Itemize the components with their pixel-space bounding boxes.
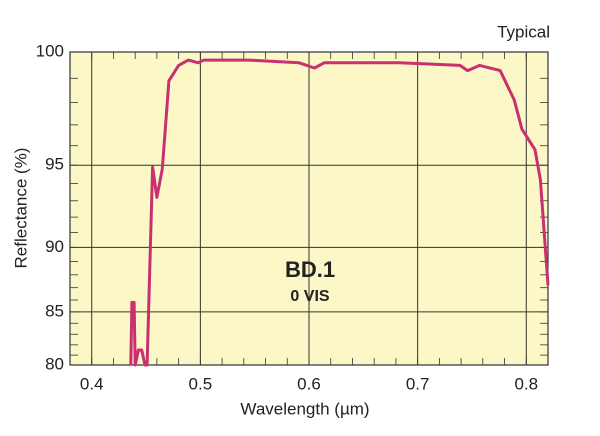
chart-sublabel: 0 VIS: [290, 288, 329, 305]
chart-label: BD.1: [285, 257, 335, 282]
y-tick-label: 85: [45, 301, 64, 320]
x-axis-label: Wavelength (µm): [240, 399, 369, 418]
x-tick-label: 0.4: [80, 374, 104, 393]
series-line: [129, 58, 550, 367]
x-tick-label: 0.8: [514, 374, 538, 393]
y-tick-label: 80: [45, 354, 64, 373]
y-tick-label: 95: [45, 155, 64, 174]
y-axis-label: Reflectance (%): [11, 148, 30, 269]
x-tick-label: 0.5: [189, 374, 213, 393]
x-tick-label: 0.7: [406, 374, 430, 393]
plot-frame: [69, 51, 549, 366]
y-tick-label: 100: [36, 41, 64, 60]
y-tick-label: 90: [45, 237, 64, 256]
x-tick-label: 0.6: [297, 374, 321, 393]
annotation: Typical: [497, 22, 550, 41]
